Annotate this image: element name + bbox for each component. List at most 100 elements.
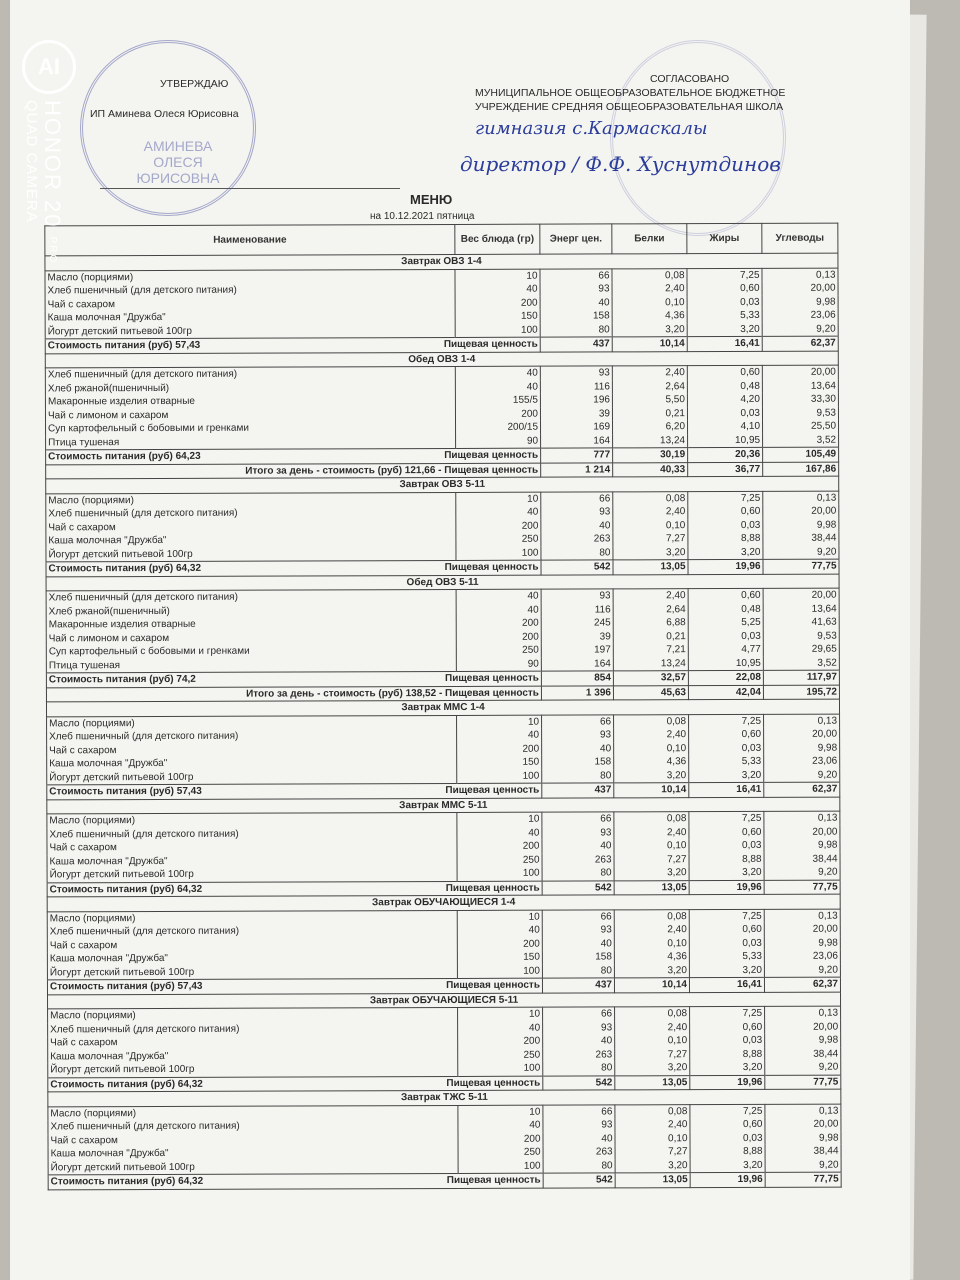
dish-name: Йогурт детский питьевой 100гр: [45, 546, 456, 562]
weight: 40: [455, 505, 541, 520]
protein: 13,24: [612, 433, 688, 448]
cost-label: Стоимость питания (руб) 64,23: [48, 451, 201, 463]
fat: 7,25: [687, 490, 763, 506]
energy: 80: [541, 768, 614, 784]
fat: 3,20: [689, 1060, 765, 1076]
energy: 158: [540, 309, 613, 324]
cost-label: Стоимость питания (руб) 57,43: [47, 340, 201, 352]
total-value: 19,96: [689, 879, 765, 895]
fat: 0,60: [689, 922, 765, 937]
carbs: 29,65: [763, 642, 840, 657]
total-value: 10,14: [612, 336, 688, 352]
energy: 80: [542, 1061, 615, 1076]
weight: 200: [457, 937, 543, 951]
energy: 158: [542, 950, 615, 965]
fat: 7,25: [688, 811, 764, 826]
weight: 40: [455, 380, 541, 394]
energy: 197: [541, 643, 614, 658]
cost-label: Стоимость питания (руб) 74,2: [48, 674, 196, 686]
fat: 5,33: [689, 949, 765, 964]
total-value: 32,57: [613, 670, 689, 686]
fat: 4,20: [687, 392, 763, 407]
carbs: 3,52: [762, 433, 839, 448]
protein: 7,27: [614, 1047, 690, 1062]
energy: 164: [540, 433, 613, 449]
fat: 3,20: [689, 963, 765, 978]
energy: 164: [541, 656, 614, 672]
weight: 10: [457, 1007, 543, 1022]
dish-name: Каша молочная "Дружба": [45, 532, 456, 548]
weight: 40: [455, 282, 541, 297]
carbs: 9,98: [763, 838, 841, 853]
fat: 0,03: [688, 838, 765, 853]
fat: 0,03: [688, 741, 764, 756]
carbs: 20,00: [764, 1020, 841, 1034]
protein: 0,08: [611, 268, 688, 283]
fat: 0,03: [689, 936, 765, 951]
agreement-block: СОГЛАСОВАНО МУНИЦИПАЛЬНОЕ ОБЩЕОБРАЗОВАТЕ…: [475, 72, 785, 114]
weight: 40: [456, 589, 542, 604]
nutrition-label: Пищевая ценность: [446, 979, 540, 992]
total-value: 62,37: [764, 977, 841, 992]
weight: 10: [455, 491, 541, 506]
dish-name: Чай с сахаром: [45, 296, 456, 312]
school-stamp: [610, 40, 786, 236]
total-value: 19,96: [687, 559, 764, 575]
carbs: 20,00: [763, 727, 840, 742]
energy: 116: [541, 602, 614, 617]
total-value: 77,75: [762, 559, 840, 574]
energy: 80: [540, 322, 613, 338]
carbs: 9,53: [762, 406, 839, 420]
protein: 2,40: [613, 728, 689, 742]
total-value: 13,05: [614, 1075, 690, 1090]
weight: 200: [457, 1034, 543, 1049]
energy: 66: [541, 714, 614, 729]
weight: 150: [457, 950, 543, 965]
fat: 0,60: [689, 1117, 765, 1132]
dish-name: Птица тушеная: [46, 657, 457, 673]
energy: 66: [541, 811, 614, 827]
total-value: 20,36: [687, 447, 763, 463]
carbs: 0,13: [763, 811, 840, 826]
protein: 4,36: [614, 950, 690, 964]
carbs: 9,20: [762, 545, 839, 560]
cost-label: Стоимость питания (руб) 64,32: [48, 563, 202, 575]
carbs: 13,64: [763, 602, 840, 616]
carbs: 9,98: [762, 295, 839, 309]
weight: 100: [458, 1159, 544, 1174]
carbs: 20,00: [763, 588, 840, 603]
weight: 90: [455, 434, 541, 449]
dish-name: Хлеб ржаной(пшеничный): [46, 603, 457, 619]
energy: 93: [542, 1020, 615, 1035]
dish-name: Каша молочная "Дружба": [48, 1145, 459, 1161]
weight: 40: [457, 1118, 543, 1133]
carbs: 9,98: [763, 741, 840, 755]
table-header: Наименование Вес блюда (гр) Энерг цен. Б…: [44, 223, 838, 256]
watermark-camera: QUAD CAMERA: [23, 100, 40, 223]
day-total-value: 167,86: [762, 461, 839, 477]
protein: 0,08: [614, 1104, 690, 1119]
weight: 40: [457, 923, 543, 938]
protein: 7,21: [613, 643, 689, 657]
carbs: 33,30: [762, 392, 839, 407]
weight: 155/5: [455, 393, 541, 408]
fat: 0,60: [689, 1020, 765, 1035]
table-body: Завтрак ОВЗ 1-4 Масло (порциями) 10 66 0,08 7…: [44, 253, 842, 1190]
total-value: 542: [542, 880, 615, 896]
day-total-value: 195,72: [763, 684, 840, 700]
dish-name: Хлеб пшеничный (для детского питания): [46, 589, 457, 605]
signature-line: [100, 188, 400, 189]
col-weight: Вес блюда (гр): [454, 224, 540, 255]
protein: 2,40: [614, 1118, 690, 1132]
dish-name: Хлеб пшеничный (для детского питания): [45, 505, 456, 521]
fat: 3,20: [690, 1158, 766, 1173]
weight: 150: [455, 309, 541, 324]
fat: 3,20: [687, 322, 763, 337]
dish-name: Хлеб пшеничный (для детского питания): [47, 1021, 458, 1037]
fat: 0,03: [687, 518, 763, 533]
energy: 263: [542, 1047, 615, 1062]
weight: 250: [455, 532, 541, 547]
protein: 2,40: [614, 1020, 690, 1035]
agree-line-1: МУНИЦИПАЛЬНОЕ ОБЩЕОБРАЗОВАТЕЛЬНОЕ БЮДЖЕТ…: [475, 87, 786, 99]
fat: 4,10: [687, 419, 763, 434]
